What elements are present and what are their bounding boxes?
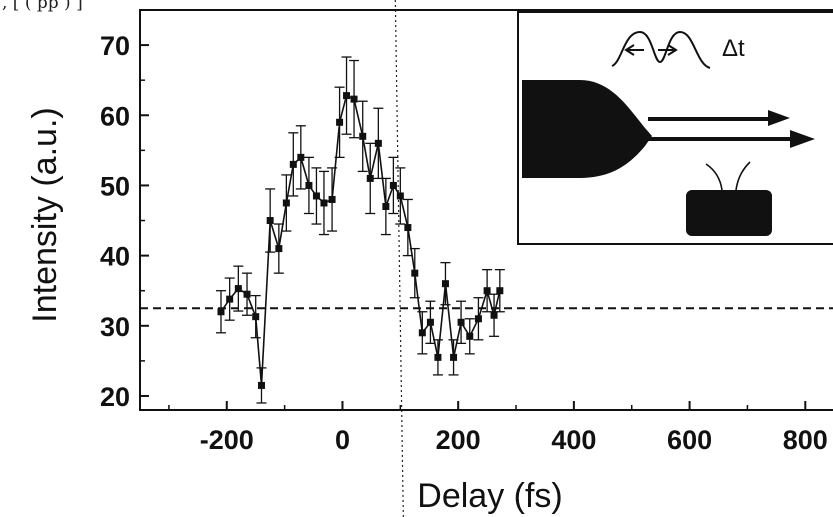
- data-point: [343, 92, 351, 100]
- detector-icon: [686, 190, 772, 236]
- y-tick-label: 50: [100, 171, 130, 201]
- data-point: [411, 269, 419, 277]
- y-tick-label: 20: [100, 382, 130, 412]
- data-point: [483, 287, 491, 295]
- y-tick-label: 60: [100, 101, 130, 131]
- data-point: [426, 318, 434, 326]
- data-point: [441, 280, 449, 288]
- x-tick-label: -200: [200, 425, 254, 455]
- x-tick-label: 600: [667, 425, 712, 455]
- data-point: [243, 290, 251, 298]
- data-point: [434, 353, 442, 361]
- data-point: [305, 181, 313, 189]
- x-tick-label: 800: [783, 425, 828, 455]
- data-point: [297, 153, 305, 161]
- data-point: [382, 202, 390, 210]
- data-point: [359, 132, 367, 140]
- laser-source-icon: [522, 80, 652, 178]
- vertical-marker-line: [394, 0, 404, 517]
- data-point: [389, 181, 397, 189]
- delay-arrows-icon: [624, 44, 678, 56]
- data-point: [282, 199, 290, 207]
- data-point: [457, 318, 465, 326]
- header-fragment: , [ ( pp ) ]: [2, 0, 83, 13]
- axis-ticks: [140, 9, 807, 410]
- data-point: [450, 353, 458, 361]
- data-point: [366, 174, 374, 182]
- x-tick-labels: -200 0 200 400 600 800: [200, 425, 828, 455]
- data-point: [328, 195, 336, 203]
- data-point: [490, 311, 498, 319]
- x-tick-label: 400: [551, 425, 596, 455]
- data-point: [374, 139, 382, 147]
- inset-schematic: Δt: [517, 11, 833, 245]
- data-point: [466, 332, 474, 340]
- y-tick-label: 30: [100, 312, 130, 342]
- delta-t-label: Δt: [722, 35, 745, 62]
- x-tick-label: 200: [436, 425, 481, 455]
- data-series: [215, 56, 505, 404]
- data-point: [257, 381, 265, 389]
- data-point: [496, 287, 504, 295]
- data-point: [266, 217, 274, 225]
- data-point: [289, 160, 297, 168]
- data-point: [396, 192, 404, 200]
- data-point: [217, 308, 225, 316]
- y-tick-label: 40: [100, 242, 130, 272]
- data-point: [474, 315, 482, 323]
- y-tick-labels: 20 30 40 50 60 70: [100, 31, 130, 412]
- x-axis-title: Delay (fs): [417, 477, 562, 515]
- y-tick-label: 70: [100, 31, 130, 61]
- beam-arrow-lower: [648, 130, 815, 148]
- data-point: [418, 329, 426, 337]
- data-point: [320, 199, 328, 207]
- pulse-pair-icon: [611, 30, 711, 69]
- data-point: [404, 224, 412, 232]
- x-tick-label: 0: [335, 425, 350, 455]
- detector-wires-icon: [705, 161, 751, 191]
- data-point: [226, 295, 234, 303]
- plot-frame: [139, 9, 833, 411]
- y-axis-title: Intensity (a.u.): [26, 107, 64, 322]
- data-point: [336, 118, 344, 126]
- data-point: [312, 192, 320, 200]
- beam-arrow-upper: [648, 110, 790, 126]
- data-point: [275, 245, 283, 253]
- data-point: [350, 95, 358, 103]
- data-point: [234, 285, 242, 293]
- data-point: [252, 313, 260, 321]
